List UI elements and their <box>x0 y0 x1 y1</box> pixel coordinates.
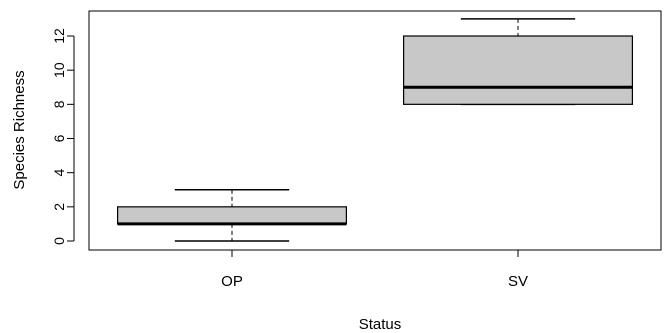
y-axis: 0 2 4 6 8 10 12 <box>51 28 75 245</box>
y-tick-label: 2 <box>51 203 67 211</box>
x-axis-label: Status <box>359 316 402 333</box>
x-tick-label: SV <box>508 273 528 290</box>
boxes <box>116 18 634 242</box>
y-tick-label: 4 <box>51 169 67 177</box>
x-tick-label: OP <box>221 273 243 290</box>
x-axis: OP SV <box>221 249 528 290</box>
y-tick-label: 12 <box>51 28 67 44</box>
y-tick-label: 6 <box>51 134 67 142</box>
y-tick-label: 10 <box>51 62 67 78</box>
y-axis-label: Species Richness <box>11 70 28 189</box>
y-tick-label: 8 <box>51 100 67 108</box>
box-iqr <box>403 35 634 105</box>
box-iqr <box>116 206 348 225</box>
y-tick-label: 0 <box>51 237 67 245</box>
